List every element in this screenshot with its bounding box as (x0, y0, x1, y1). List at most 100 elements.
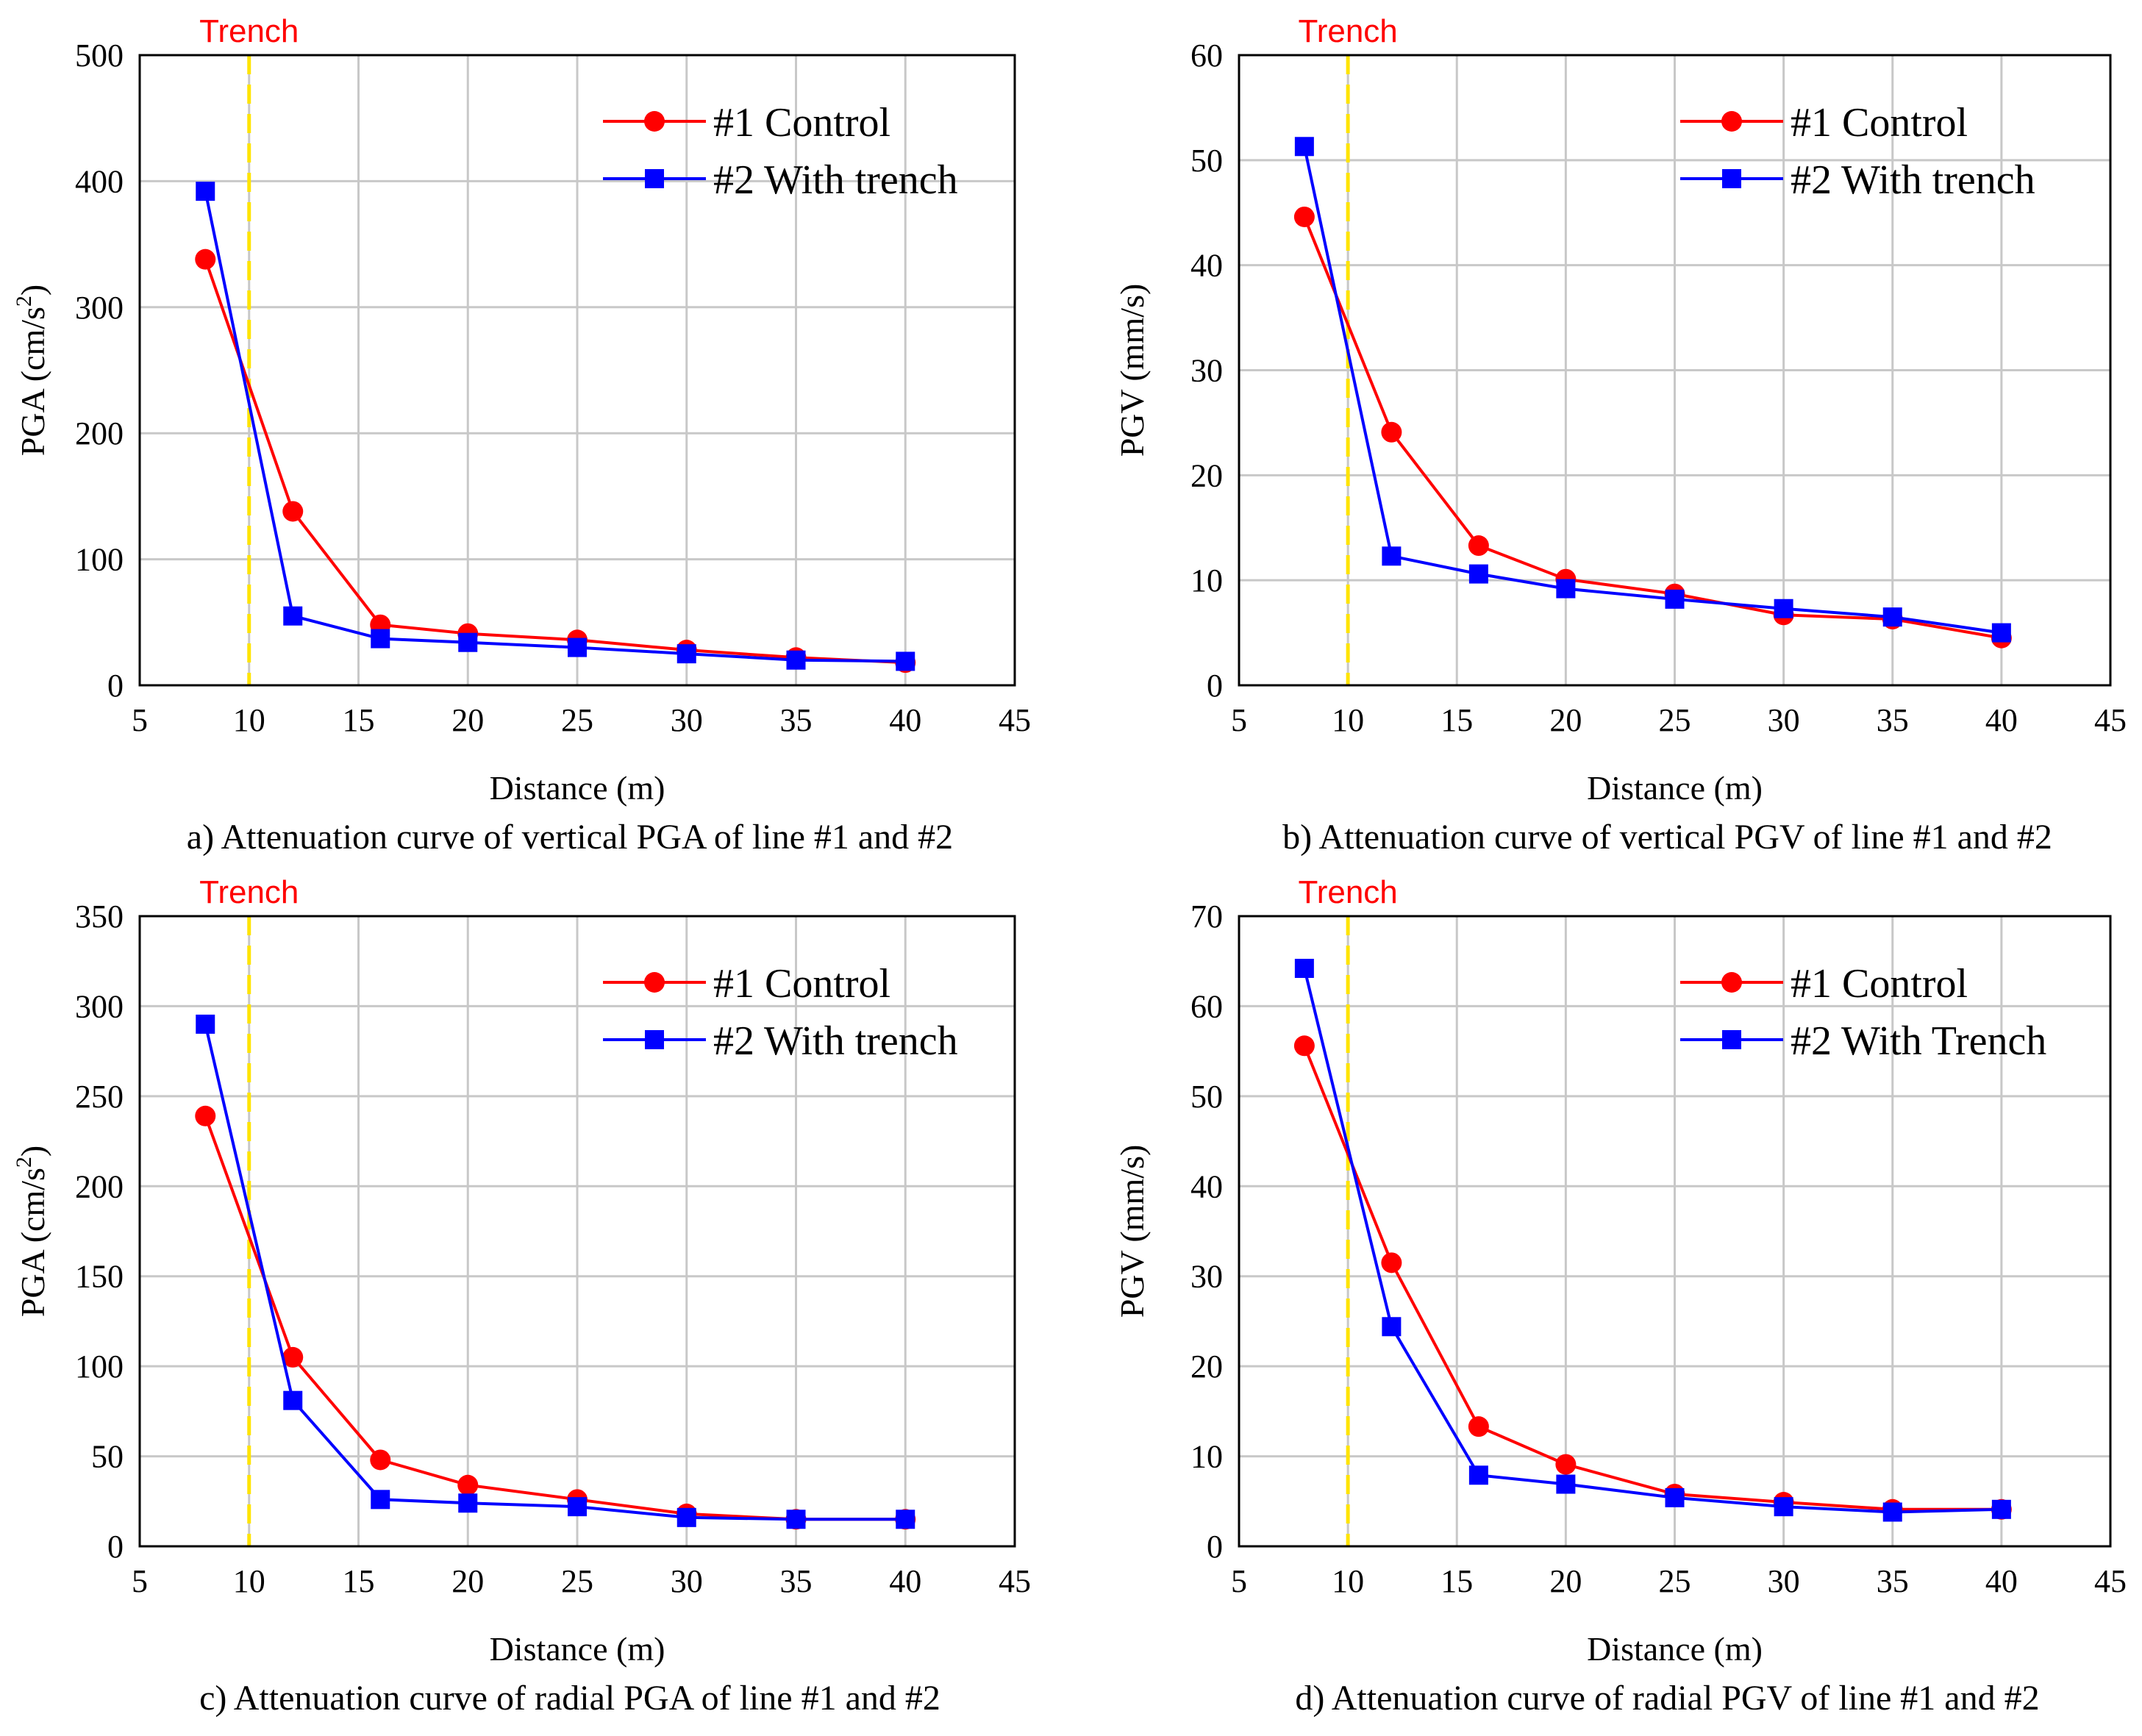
x-tick-label: 15 (1441, 702, 1473, 738)
y-tick-label: 250 (75, 1079, 124, 1115)
data-point-control (195, 249, 216, 270)
x-tick-label: 30 (671, 1563, 703, 1599)
data-point-trench (786, 650, 806, 670)
data-point-trench (1774, 599, 1793, 618)
data-point-control (1381, 421, 1402, 443)
x-tick-label: 40 (889, 702, 921, 738)
x-tick-label: 20 (1549, 702, 1582, 738)
y-tick-label: 350 (75, 899, 124, 935)
legend-label: #2 With Trench (1791, 1018, 2046, 1064)
data-point-trench (896, 651, 915, 671)
chart-panel-3: Trench 5 10 15 20 25 30 35 40 45 0 10 20 30 40 50 60 70 Di… (1113, 874, 2127, 1718)
data-point-trench (896, 1510, 915, 1529)
y-tick-label: 0 (1207, 1529, 1223, 1565)
y-tick-label: 20 (1190, 457, 1223, 493)
data-point-trench (1665, 1487, 1685, 1507)
data-point-trench (1665, 589, 1685, 609)
data-point-trench (1382, 546, 1402, 566)
data-point-trench (786, 1510, 806, 1529)
legend-label: #1 Control (1791, 100, 1968, 146)
x-tick-label: 10 (1332, 1563, 1364, 1599)
y-tick-label: 0 (1207, 668, 1223, 704)
y-tick-label: 0 (107, 1529, 124, 1565)
y-tick-label: 10 (1190, 1439, 1223, 1475)
legend-label: #2 With trench (713, 1018, 958, 1064)
x-tick-label: 45 (2094, 702, 2127, 738)
x-axis-title: Distance (m) (490, 769, 665, 807)
x-tick-label: 45 (999, 702, 1031, 738)
plot-frame (138, 54, 1016, 687)
chart-caption: b) Attenuation curve of vertical PGV of … (1282, 818, 2052, 857)
data-point-trench (1556, 1474, 1576, 1494)
y-axis-title-main: PGA (cm/s (14, 1168, 51, 1317)
y-axis-title-superscript: 2 (12, 1157, 36, 1168)
data-point-trench (568, 1497, 587, 1517)
legend-marker-square (1722, 1030, 1741, 1049)
x-tick-label: 35 (1877, 702, 1909, 738)
x-axis-title: Distance (m) (490, 1630, 665, 1668)
y-axis-title-main: PGV (mm/s) (1113, 284, 1151, 457)
y-tick-label: 500 (75, 37, 124, 74)
x-tick-label: 40 (1985, 1563, 2018, 1599)
data-point-control (195, 1105, 216, 1126)
trench-label: Trench (1298, 13, 1397, 49)
chart-panel-1: Trench 5 10 15 20 25 30 35 40 45 0 10 20 30 40 50 60 Dist… (1113, 13, 2127, 857)
x-tick-label: 20 (451, 1563, 484, 1599)
plot-frame (1238, 54, 2112, 687)
data-point-trench (371, 1490, 390, 1510)
y-axis-title-close: ) (14, 1146, 51, 1157)
y-axis-title: PGA (cm/s2) (12, 1146, 51, 1318)
y-tick-label: 50 (1190, 143, 1223, 179)
data-point-trench (1556, 579, 1576, 599)
y-tick-label: 20 (1190, 1349, 1223, 1385)
y-tick-label: 300 (75, 988, 124, 1024)
x-tick-label: 20 (1549, 1563, 1582, 1599)
series-line-1 (204, 190, 906, 663)
series-line-1 (1302, 968, 2002, 1514)
legend-marker-circle (1721, 111, 1742, 132)
data-point-trench (1382, 1317, 1402, 1337)
y-axis-title-superscript: 2 (12, 296, 36, 307)
x-tick-label: 15 (343, 702, 375, 738)
data-point-trench (676, 644, 696, 664)
data-point-trench (196, 182, 215, 201)
y-tick-label: 60 (1190, 988, 1223, 1024)
x-tick-label: 40 (1985, 702, 2018, 738)
data-point-control (1293, 206, 1315, 227)
x-tick-label: 30 (1768, 702, 1800, 738)
data-point-trench (458, 1493, 478, 1513)
data-point-control (1468, 1416, 1489, 1437)
y-tick-label: 40 (1190, 1168, 1223, 1204)
data-point-trench (1774, 1497, 1793, 1517)
legend-marker-circle (644, 111, 665, 132)
x-tick-label: 35 (1877, 1563, 1909, 1599)
y-tick-label: 60 (1190, 37, 1223, 74)
data-point-trench (1294, 959, 1314, 979)
y-tick-label: 70 (1190, 899, 1223, 935)
data-point-trench (1468, 564, 1488, 584)
legend-marker-circle (644, 972, 665, 993)
x-tick-label: 25 (561, 702, 593, 738)
data-point-trench (371, 629, 390, 649)
legend-label: #1 Control (1791, 961, 1968, 1007)
data-point-trench (1991, 1499, 2011, 1519)
x-tick-label: 5 (132, 702, 148, 738)
y-tick-label: 200 (75, 1168, 124, 1204)
x-tick-label: 15 (343, 1563, 375, 1599)
plot-frame (138, 915, 1016, 1548)
series-line-0 (1303, 1045, 2002, 1511)
x-tick-label: 45 (2094, 1563, 2127, 1599)
legend-label: #2 With trench (1791, 157, 2035, 203)
chart-caption: a) Attenuation curve of vertical PGA of … (187, 818, 953, 857)
data-point-trench (1882, 607, 1902, 627)
legend-marker-square (645, 169, 664, 188)
trench-label: Trench (199, 874, 299, 910)
x-axis-title: Distance (m) (1587, 1630, 1763, 1668)
x-tick-label: 5 (1231, 702, 1247, 738)
y-tick-label: 100 (75, 1349, 124, 1385)
x-tick-label: 25 (561, 1563, 593, 1599)
x-tick-label: 25 (1659, 702, 1691, 738)
y-axis-title: PGV (mm/s) (1113, 1145, 1151, 1318)
data-point-control (370, 1449, 391, 1471)
